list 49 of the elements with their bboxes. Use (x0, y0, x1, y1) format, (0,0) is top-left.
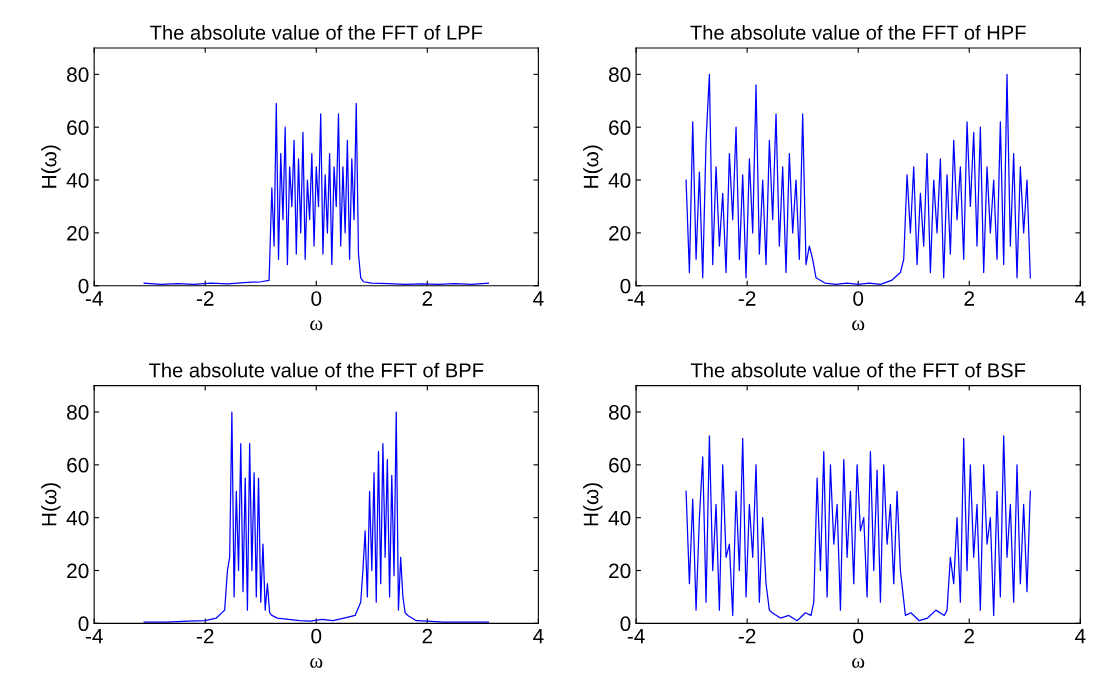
x-tick-label: 2 (964, 291, 974, 306)
y-tick-label: 40 (66, 173, 89, 188)
y-tick-label: 40 (608, 173, 631, 188)
y-tick-label: 20 (67, 563, 89, 579)
x-tick-label: 2 (964, 628, 974, 644)
line-series (685, 73, 1031, 286)
y-tick-label: 20 (67, 225, 89, 241)
x-axis-title: ω (310, 320, 323, 331)
chart-title: The absolute value of the FFT of HPF (690, 25, 1026, 40)
x-tick-label: 2 (422, 291, 433, 306)
y-tick-label: 20 (609, 563, 631, 579)
x-tick-label: 0 (853, 628, 864, 644)
x-tick-label: 0 (311, 628, 322, 644)
chart-title: The absolute value of the FFT of BSF (690, 362, 1026, 378)
x-tick-label: -2 (738, 628, 756, 644)
x-tick-label: 0 (311, 291, 322, 306)
y-tick-label: 60 (609, 457, 631, 473)
y-tick-label: 60 (609, 120, 631, 135)
line-series (685, 435, 1031, 622)
x-tick-label: 2 (422, 628, 433, 644)
y-tick-label: 80 (608, 405, 631, 420)
x-tick-label: -2 (196, 291, 214, 306)
y-axis-title: H(ω) (41, 145, 61, 188)
y-axis-title: H(ω) (583, 145, 603, 188)
y-tick-label: 40 (66, 510, 89, 526)
y-tick-label: 80 (67, 405, 89, 420)
y-tick-label: 20 (609, 225, 631, 241)
x-axis-title: ω (852, 657, 865, 668)
x-tick-label: 4 (1074, 628, 1086, 644)
x-axis-title: ω (310, 657, 323, 668)
x-tick-label: 0 (853, 291, 864, 306)
x-tick-label: 4 (1074, 291, 1086, 306)
y-axis-title: H(ω) (41, 483, 61, 526)
y-tick-label: 40 (608, 510, 631, 526)
y-tick-label: 80 (608, 67, 631, 83)
y-tick-label: 0 (78, 616, 89, 632)
line-series (143, 411, 490, 623)
x-tick-label: -2 (738, 291, 756, 306)
chart-title: The absolute value of the FFT of LPF (150, 25, 483, 40)
chart-title: The absolute value of the FFT of BPF (149, 362, 484, 378)
x-axis-title: ω (852, 320, 865, 331)
x-tick-label: 4 (533, 628, 544, 644)
y-tick-label: 60 (67, 120, 89, 135)
x-tick-label: -2 (196, 628, 214, 644)
y-tick-label: 60 (67, 457, 89, 473)
y-axis-title: H(ω) (583, 483, 603, 526)
line-series (143, 102, 490, 286)
x-tick-label: 4 (533, 291, 544, 306)
y-tick-label: 80 (67, 67, 89, 83)
